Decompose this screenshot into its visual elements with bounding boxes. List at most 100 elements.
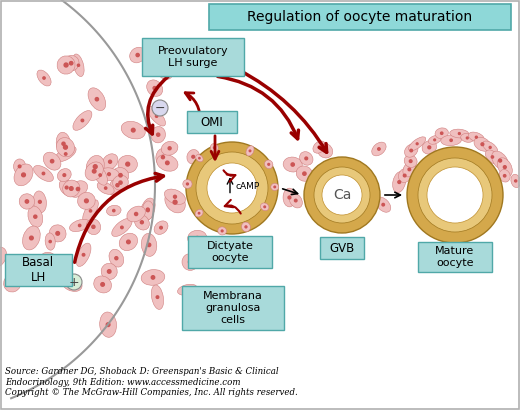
Circle shape xyxy=(38,201,41,203)
Circle shape xyxy=(106,323,110,326)
Circle shape xyxy=(63,174,66,176)
Ellipse shape xyxy=(469,132,484,142)
Circle shape xyxy=(50,159,54,163)
Ellipse shape xyxy=(56,132,71,155)
Ellipse shape xyxy=(43,152,61,170)
Ellipse shape xyxy=(223,155,242,169)
Ellipse shape xyxy=(151,285,164,309)
Ellipse shape xyxy=(109,175,126,195)
Circle shape xyxy=(174,195,176,198)
Circle shape xyxy=(274,186,276,188)
Ellipse shape xyxy=(109,249,124,267)
Circle shape xyxy=(10,281,14,285)
Ellipse shape xyxy=(428,136,441,144)
Circle shape xyxy=(410,149,412,152)
Circle shape xyxy=(245,226,247,228)
Text: Membrana
granulosa
cells: Membrana granulosa cells xyxy=(203,291,263,325)
Circle shape xyxy=(70,281,73,285)
Circle shape xyxy=(34,215,37,218)
Circle shape xyxy=(318,146,320,148)
FancyBboxPatch shape xyxy=(188,236,272,268)
Circle shape xyxy=(152,100,168,116)
Circle shape xyxy=(398,181,400,183)
Circle shape xyxy=(382,203,384,206)
Circle shape xyxy=(113,210,115,212)
Ellipse shape xyxy=(289,193,302,208)
FancyBboxPatch shape xyxy=(142,38,244,76)
Ellipse shape xyxy=(37,70,51,86)
Circle shape xyxy=(127,240,130,244)
Circle shape xyxy=(407,147,503,243)
Circle shape xyxy=(56,231,59,235)
Circle shape xyxy=(101,283,105,286)
Ellipse shape xyxy=(73,111,92,130)
Circle shape xyxy=(196,152,268,224)
Ellipse shape xyxy=(55,146,76,162)
Circle shape xyxy=(153,87,157,90)
Ellipse shape xyxy=(283,157,302,172)
Circle shape xyxy=(140,221,144,224)
Circle shape xyxy=(43,77,45,79)
Ellipse shape xyxy=(474,137,491,151)
Circle shape xyxy=(213,175,217,178)
Circle shape xyxy=(76,187,80,191)
Circle shape xyxy=(92,225,95,229)
Circle shape xyxy=(70,187,73,190)
Ellipse shape xyxy=(196,155,203,162)
Ellipse shape xyxy=(158,64,173,79)
Ellipse shape xyxy=(246,146,254,156)
Ellipse shape xyxy=(61,275,82,291)
Ellipse shape xyxy=(296,166,313,181)
Circle shape xyxy=(418,158,492,232)
Ellipse shape xyxy=(59,179,74,196)
Circle shape xyxy=(305,157,308,160)
Ellipse shape xyxy=(183,180,192,188)
Ellipse shape xyxy=(22,226,40,250)
Ellipse shape xyxy=(300,152,313,165)
Ellipse shape xyxy=(154,221,168,234)
Text: Source: Gardner DG, Shoback D: Greenspan's Basic & Clinical
Endocrinology, 9th E: Source: Gardner DG, Shoback D: Greenspan… xyxy=(5,367,298,397)
Ellipse shape xyxy=(188,230,207,246)
Circle shape xyxy=(116,184,119,187)
Ellipse shape xyxy=(70,219,90,231)
Circle shape xyxy=(66,274,82,290)
Circle shape xyxy=(147,243,151,247)
Ellipse shape xyxy=(156,148,170,166)
FancyBboxPatch shape xyxy=(187,111,237,133)
Circle shape xyxy=(18,165,21,168)
Text: −: − xyxy=(155,102,165,115)
Ellipse shape xyxy=(242,222,251,232)
Ellipse shape xyxy=(102,154,118,170)
Ellipse shape xyxy=(107,206,121,216)
Circle shape xyxy=(157,133,160,136)
Text: Basal
LH: Basal LH xyxy=(22,256,54,284)
Ellipse shape xyxy=(86,155,105,178)
Ellipse shape xyxy=(118,155,137,173)
Ellipse shape xyxy=(88,88,106,111)
Circle shape xyxy=(161,156,164,159)
Ellipse shape xyxy=(99,168,119,180)
Circle shape xyxy=(222,230,223,232)
Circle shape xyxy=(64,153,67,155)
Circle shape xyxy=(314,167,370,223)
Circle shape xyxy=(93,165,97,169)
Ellipse shape xyxy=(4,274,21,292)
Ellipse shape xyxy=(461,134,474,142)
Ellipse shape xyxy=(127,206,146,222)
Ellipse shape xyxy=(45,233,55,250)
Ellipse shape xyxy=(393,171,406,193)
Circle shape xyxy=(427,167,483,223)
Circle shape xyxy=(119,173,122,177)
Text: cAMP: cAMP xyxy=(235,182,259,191)
Ellipse shape xyxy=(161,141,178,155)
Circle shape xyxy=(70,62,73,65)
Ellipse shape xyxy=(195,210,203,217)
Circle shape xyxy=(475,136,477,138)
Circle shape xyxy=(121,226,123,229)
FancyBboxPatch shape xyxy=(5,254,72,286)
Ellipse shape xyxy=(326,240,343,257)
Ellipse shape xyxy=(492,151,509,170)
Ellipse shape xyxy=(483,141,498,154)
Text: OMI: OMI xyxy=(201,115,224,129)
Ellipse shape xyxy=(165,192,185,213)
